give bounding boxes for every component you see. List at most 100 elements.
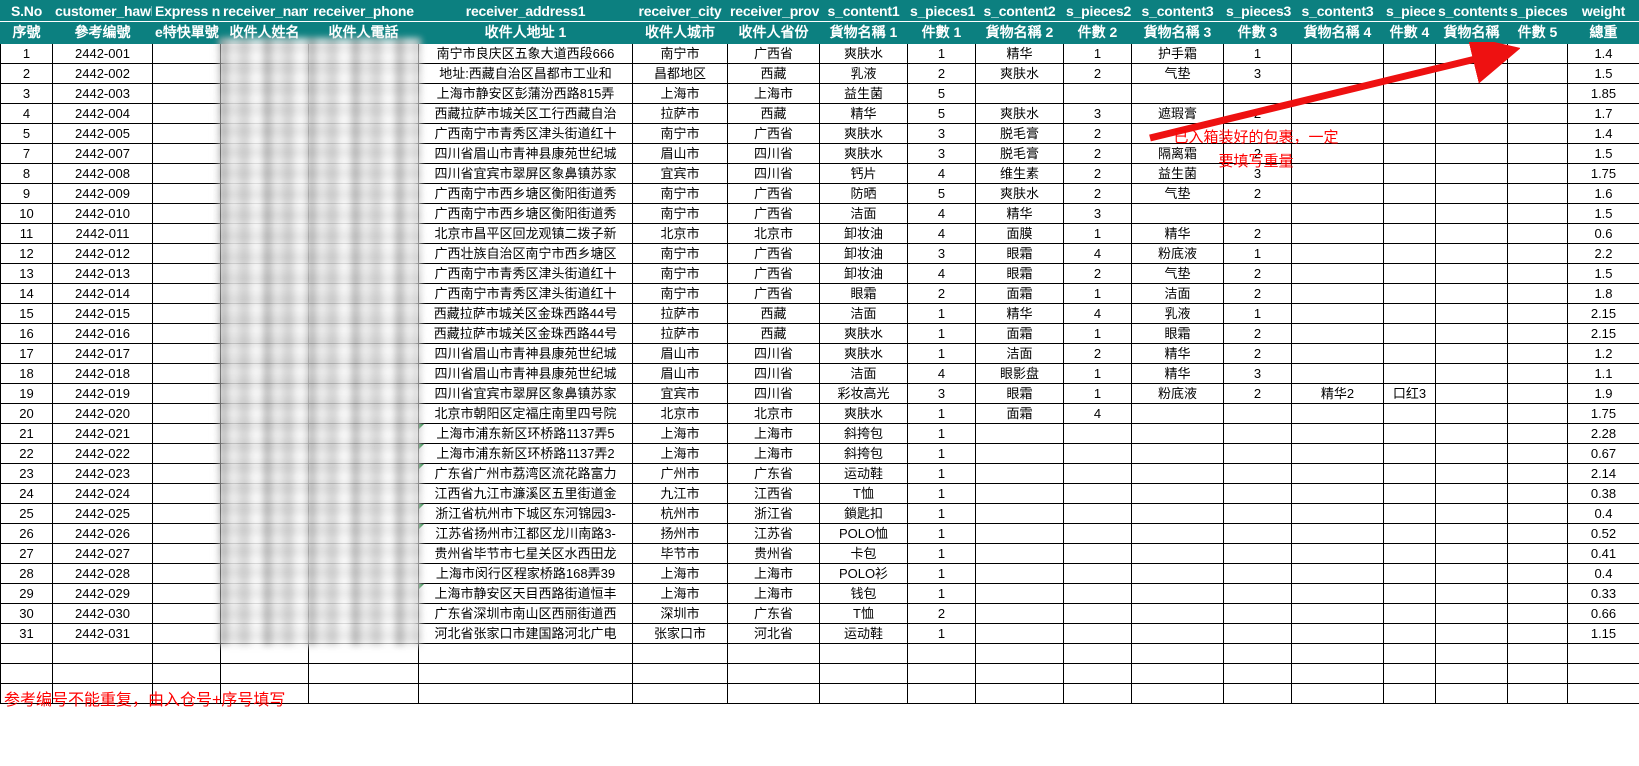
row-cell-city[interactable]: 深圳市 (632, 603, 728, 624)
row-cell-empty[interactable] (907, 683, 976, 704)
row-cell-content2[interactable]: 脱毛膏 (975, 143, 1064, 164)
row-cell-pieces5[interactable] (1507, 543, 1568, 564)
row-cell-pieces2[interactable]: 1 (1063, 323, 1132, 344)
row-cell-pieces2[interactable]: 2 (1063, 183, 1132, 204)
row-cell-address[interactable]: 贵州省毕节市七星关区水西田龙 (418, 543, 633, 564)
row-cell-hawb[interactable]: 2442-028 (52, 563, 153, 584)
row-cell-hawb[interactable]: 2442-005 (52, 123, 153, 144)
row-cell-weight[interactable]: 1.4 (1567, 43, 1639, 64)
row-cell-city[interactable]: 上海市 (632, 563, 728, 584)
row-cell-pieces2[interactable] (1063, 523, 1132, 544)
row-cell-sno[interactable]: 25 (0, 503, 53, 524)
row-cell-hawb[interactable]: 2442-023 (52, 463, 153, 484)
row-cell-receiver-name[interactable] (220, 63, 309, 84)
row-cell-content4[interactable] (1291, 603, 1384, 624)
row-cell-receiver-phone[interactable] (308, 423, 419, 444)
row-cell-pieces3[interactable]: 2 (1223, 143, 1292, 164)
row-cell-city[interactable]: 九江市 (632, 483, 728, 504)
row-cell-express-no[interactable] (152, 323, 221, 344)
row-cell-content4[interactable] (1291, 483, 1384, 504)
row-cell-content5[interactable] (1435, 563, 1508, 584)
row-cell-content1[interactable]: 钱包 (819, 583, 908, 604)
table-row[interactable]: 5 2442-005 广西南宁市青秀区津头街道红十 南宁市 广西省 爽肤水 3 脱毛膏 2 1.4 (0, 123, 1639, 144)
row-cell-province[interactable]: 浙江省 (727, 503, 820, 524)
row-cell-sno[interactable]: 5 (0, 123, 53, 144)
row-cell-pieces1[interactable]: 1 (907, 543, 976, 564)
row-cell-pieces2[interactable]: 2 (1063, 343, 1132, 364)
row-cell-content2[interactable] (975, 503, 1064, 524)
row-cell-sno[interactable]: 13 (0, 263, 53, 284)
row-cell-address[interactable]: 北京市朝阳区定福庄南里四号院 (418, 403, 633, 424)
row-cell-city[interactable]: 眉山市 (632, 143, 728, 164)
row-cell-empty[interactable] (308, 643, 419, 664)
row-cell-pieces5[interactable] (1507, 123, 1568, 144)
row-cell-province[interactable]: 广西省 (727, 43, 820, 64)
row-cell-address[interactable]: 广西南宁市青秀区津头街道红十 (418, 123, 633, 144)
row-cell-city[interactable]: 杭州市 (632, 503, 728, 524)
row-cell-weight[interactable]: 1.6 (1567, 183, 1639, 204)
row-cell-content5[interactable] (1435, 43, 1508, 64)
row-cell-content5[interactable] (1435, 303, 1508, 324)
shipment-manifest-table[interactable]: S.No customer_hawb Express no receiver_n… (0, 0, 1639, 704)
row-cell-content5[interactable] (1435, 363, 1508, 384)
row-cell-sno[interactable]: 7 (0, 143, 53, 164)
row-cell-sno[interactable]: 9 (0, 183, 53, 204)
row-cell-pieces4[interactable] (1383, 103, 1436, 124)
col-header-pieces1-cn[interactable]: 件數 1 (907, 21, 976, 44)
row-cell-pieces3[interactable]: 2 (1223, 223, 1292, 244)
row-cell-pieces4[interactable] (1383, 203, 1436, 224)
row-cell-empty[interactable] (152, 683, 221, 704)
row-cell-express-no[interactable] (152, 443, 221, 464)
table-row[interactable]: 27 2442-027 贵州省毕节市七星关区水西田龙 毕节市 贵州省 卡包 1 0.41 (0, 543, 1639, 564)
row-cell-weight[interactable]: 0.52 (1567, 523, 1639, 544)
col-header-pieces3-cn[interactable]: 件數 3 (1223, 21, 1292, 44)
row-cell-receiver-phone[interactable] (308, 483, 419, 504)
row-cell-pieces2[interactable]: 1 (1063, 363, 1132, 384)
row-cell-hawb[interactable]: 2442-007 (52, 143, 153, 164)
row-cell-receiver-phone[interactable] (308, 163, 419, 184)
row-cell-content2[interactable]: 面霜 (975, 283, 1064, 304)
row-cell-pieces4[interactable] (1383, 583, 1436, 604)
row-cell-sno[interactable]: 20 (0, 403, 53, 424)
row-cell-content3[interactable]: 益生菌 (1131, 163, 1224, 184)
table-row[interactable]: 28 2442-028 上海市闵行区程家桥路168弄39 上海市 上海市 POLO衫 1 0.… (0, 563, 1639, 584)
row-cell-pieces3[interactable]: 3 (1223, 63, 1292, 84)
row-cell-pieces2[interactable] (1063, 603, 1132, 624)
row-cell-hawb[interactable]: 2442-009 (52, 183, 153, 204)
row-cell-pieces4[interactable] (1383, 443, 1436, 464)
row-cell-empty[interactable] (52, 663, 153, 684)
row-cell-content5[interactable] (1435, 403, 1508, 424)
row-cell-express-no[interactable] (152, 83, 221, 104)
table-row[interactable]: 2 2442-002 地址:西藏自治区昌都市工业和 昌都地区 西藏 乳液 2 爽肤水 2 气垫 3 1… (0, 63, 1639, 84)
row-cell-weight[interactable]: 1.2 (1567, 343, 1639, 364)
row-cell-hawb[interactable]: 2442-012 (52, 243, 153, 264)
row-cell-receiver-name[interactable] (220, 463, 309, 484)
row-cell-empty[interactable] (52, 683, 153, 704)
row-cell-receiver-name[interactable] (220, 383, 309, 404)
row-cell-express-no[interactable] (152, 603, 221, 624)
row-cell-content1[interactable]: 精华 (819, 103, 908, 124)
row-cell-express-no[interactable] (152, 343, 221, 364)
row-cell-express-no[interactable] (152, 263, 221, 284)
row-cell-hawb[interactable]: 2442-029 (52, 583, 153, 604)
table-row[interactable]: 9 2442-009 广西南宁市西乡塘区衡阳街道秀 南宁市 广西省 防晒 5 爽肤水 2 气垫 2 1… (0, 183, 1639, 204)
row-cell-content1[interactable]: 钙片 (819, 163, 908, 184)
row-cell-sno[interactable]: 29 (0, 583, 53, 604)
row-cell-content5[interactable] (1435, 603, 1508, 624)
row-cell-content4[interactable] (1291, 83, 1384, 104)
row-cell-content2[interactable]: 爽肤水 (975, 103, 1064, 124)
row-cell-pieces2[interactable] (1063, 443, 1132, 464)
row-cell-content4[interactable] (1291, 463, 1384, 484)
row-cell-receiver-name[interactable] (220, 43, 309, 64)
row-cell-express-no[interactable] (152, 203, 221, 224)
row-cell-pieces4[interactable] (1383, 563, 1436, 584)
row-cell-empty[interactable] (975, 663, 1064, 684)
row-cell-content5[interactable] (1435, 163, 1508, 184)
row-cell-pieces5[interactable] (1507, 443, 1568, 464)
row-cell-city[interactable]: 宜宾市 (632, 383, 728, 404)
row-cell-address[interactable]: 四川省宜宾市翠屏区象鼻镇苏家 (418, 383, 633, 404)
row-cell-content4[interactable] (1291, 123, 1384, 144)
row-cell-pieces5[interactable] (1507, 283, 1568, 304)
row-cell-hawb[interactable]: 2442-020 (52, 403, 153, 424)
row-cell-content3[interactable]: 精华 (1131, 343, 1224, 364)
